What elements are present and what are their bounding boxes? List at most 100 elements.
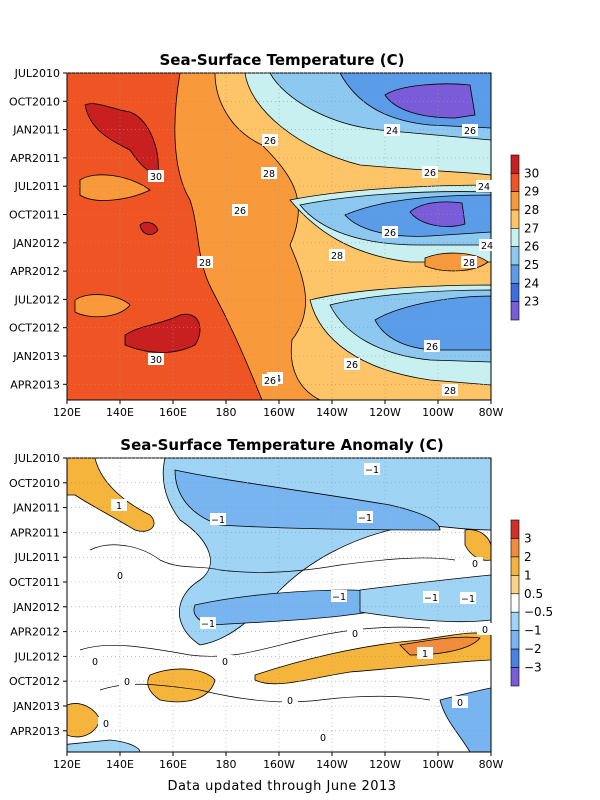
ssta-y-axis: JUL2010 OCT2010 JAN2011 APR2011 JUL2011 OCT20… bbox=[9, 452, 491, 738]
contour-label-bg bbox=[261, 167, 277, 179]
contour-label-bg bbox=[423, 591, 439, 603]
y-tick-label: JUL2011 bbox=[14, 551, 60, 564]
contour-label: 0 bbox=[124, 677, 130, 688]
colorbar-swatch bbox=[510, 154, 520, 174]
colorbar-swatch bbox=[510, 611, 520, 631]
contour-label-bg bbox=[364, 463, 380, 475]
colorbar-level-label: −1 bbox=[524, 624, 542, 638]
contour-label: 0 bbox=[92, 657, 98, 668]
contour-label: 30 bbox=[150, 172, 162, 183]
contour-label: 28 bbox=[331, 251, 343, 262]
contour-label: 24 bbox=[386, 126, 398, 137]
y-tick-label: OCT2012 bbox=[9, 322, 60, 335]
contour-label-bg bbox=[210, 513, 226, 525]
contour-label: 26 bbox=[346, 360, 358, 371]
colorbar-swatch bbox=[510, 556, 520, 576]
contour-label: 26 bbox=[264, 136, 276, 147]
contour-label-bg bbox=[357, 511, 373, 523]
contour-label: −1 bbox=[365, 465, 379, 476]
contour-label-bg bbox=[315, 731, 331, 743]
contour-label: 24 bbox=[478, 182, 490, 193]
contour-label-bg bbox=[148, 353, 164, 365]
contour-label-bg bbox=[232, 204, 248, 216]
sst-region-23 bbox=[384, 83, 476, 119]
x-tick-label: 160E bbox=[159, 406, 187, 419]
colorbar-level-label: 23 bbox=[524, 295, 539, 309]
colorbar-swatch bbox=[510, 209, 520, 229]
contour-label-bg bbox=[197, 256, 213, 268]
ssta-contour-labels: −1 1 −1 −1 0 0 −1 −1 −1 1 0 0 0 −1 0 0 0 0 0 0 bbox=[87, 463, 493, 744]
colorbar-level-label: 0.5 bbox=[524, 587, 543, 601]
colorbar-swatch bbox=[510, 575, 520, 595]
ssta-region-warm-1 bbox=[67, 458, 155, 532]
contour-label: 26 bbox=[426, 342, 438, 353]
colorbar-swatch bbox=[510, 228, 520, 247]
contour-label: 0 bbox=[482, 625, 488, 636]
ssta-region-warm-6 bbox=[464, 529, 491, 561]
ssta-region-cold-2 bbox=[174, 469, 441, 531]
y-tick-label: OCT2011 bbox=[9, 576, 60, 589]
x-tick-label: 140W bbox=[316, 758, 348, 771]
contour-label-bg bbox=[344, 358, 360, 370]
contour-label-bg bbox=[112, 569, 128, 581]
x-tick-label: 80W bbox=[479, 406, 504, 419]
sst-region-28-island bbox=[79, 174, 151, 201]
contour-label: 0 bbox=[320, 733, 326, 744]
contour-label-bg bbox=[119, 675, 135, 687]
y-tick-label: APR2012 bbox=[10, 626, 60, 639]
contour-label: 28 bbox=[463, 258, 475, 269]
x-tick-label: 140W bbox=[316, 406, 348, 419]
contour-label: −1 bbox=[358, 513, 372, 524]
contour-label: 0 bbox=[117, 571, 123, 582]
ssta-contour-zero-3 bbox=[99, 683, 431, 703]
ssta-contour-zero-2 bbox=[79, 626, 431, 657]
y-tick-label: APR2012 bbox=[10, 265, 60, 278]
contour-label-bg bbox=[331, 590, 347, 602]
y-tick-label: APR2013 bbox=[10, 725, 60, 738]
colorbar-swatch bbox=[510, 519, 520, 539]
contour-label-bg bbox=[424, 340, 440, 352]
contour-label-bg bbox=[262, 134, 278, 146]
colorbar-swatch bbox=[510, 538, 520, 558]
contour-label: −1 bbox=[461, 594, 475, 605]
contour-label-bg bbox=[462, 124, 478, 136]
contour-label-bg bbox=[282, 694, 298, 706]
x-tick-label: 160W bbox=[263, 406, 295, 419]
x-tick-label: 160W bbox=[263, 758, 295, 771]
ssta-x-axis: 120E 140E 160E 180 160W 140W 120W 100W 80W bbox=[53, 752, 504, 771]
x-tick-label: 120W bbox=[369, 406, 401, 419]
contour-label: 26 bbox=[384, 228, 396, 239]
y-tick-label: JUL2012 bbox=[14, 293, 60, 306]
x-tick-label: 160E bbox=[159, 758, 187, 771]
contour-label-bg bbox=[452, 696, 468, 708]
sst-panel-title: Sea-Surface Temperature (C) bbox=[160, 51, 405, 69]
contour-label-bg bbox=[477, 623, 493, 635]
colorbar-level-label: 30 bbox=[524, 166, 539, 180]
contour-label-bg bbox=[382, 226, 398, 238]
contour-label: 26 bbox=[264, 376, 276, 387]
contour-label-bg bbox=[476, 180, 492, 192]
x-tick-label: 80W bbox=[479, 758, 504, 771]
contour-label: −1 bbox=[424, 593, 438, 604]
contour-label: −1 bbox=[211, 515, 225, 526]
y-tick-label: OCT2010 bbox=[9, 95, 60, 108]
x-tick-label: 180 bbox=[216, 406, 237, 419]
contour-label-bg bbox=[87, 655, 103, 667]
y-tick-label: JAN2013 bbox=[12, 350, 60, 363]
colorbar-level-label: −3 bbox=[524, 661, 542, 675]
contour-label: 30 bbox=[150, 355, 162, 366]
colorbar-level-label: 29 bbox=[524, 185, 539, 199]
y-tick-label: JAN2011 bbox=[12, 124, 60, 137]
colorbar-swatch bbox=[510, 648, 520, 668]
colorbar-swatch bbox=[510, 630, 520, 650]
contour-label-bg bbox=[329, 249, 345, 261]
colorbar-swatch bbox=[510, 191, 520, 211]
contour-label-bg bbox=[200, 617, 216, 629]
y-tick-label: JUL2010 bbox=[14, 452, 60, 465]
y-tick-label: OCT2012 bbox=[9, 675, 60, 688]
x-tick-label: 100W bbox=[422, 758, 454, 771]
x-tick-label: 180 bbox=[216, 758, 237, 771]
contour-label-bg bbox=[422, 166, 438, 178]
x-tick-label: 140E bbox=[106, 758, 134, 771]
